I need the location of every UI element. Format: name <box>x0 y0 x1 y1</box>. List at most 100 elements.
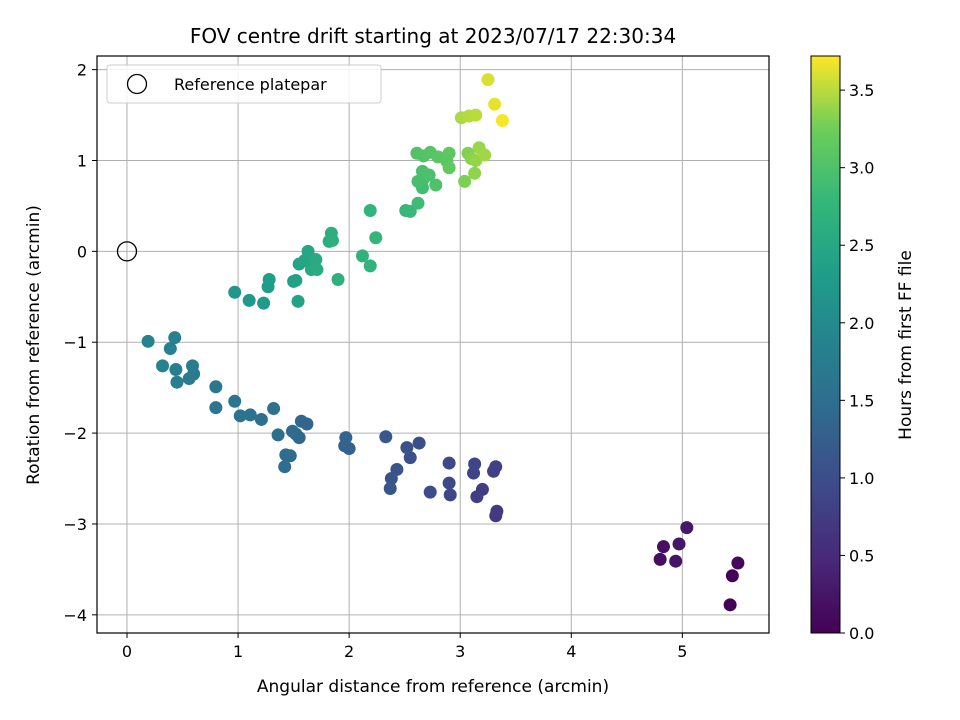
x-tick-label: 5 <box>677 642 687 661</box>
colorbar-ticks: 0.0 0.5 1.0 1.5 2.0 2.5 3.0 3.5 <box>840 81 874 643</box>
data-point <box>285 424 299 438</box>
legend-label: Reference platepar <box>174 75 327 94</box>
colorbar-tick-label: 1.0 <box>849 469 874 488</box>
data-point <box>478 148 492 162</box>
data-point <box>412 436 426 450</box>
data-point <box>168 331 182 345</box>
x-axis-label: Angular distance from reference (arcmin) <box>257 677 609 697</box>
data-point <box>723 598 737 612</box>
data-point <box>339 431 353 445</box>
data-point <box>156 359 170 373</box>
data-point <box>363 203 377 217</box>
data-point <box>442 161 456 175</box>
data-point <box>411 174 425 188</box>
y-tick-label: 1 <box>77 151 87 170</box>
colorbar-tick-label: 0.0 <box>849 624 874 643</box>
data-point <box>355 249 369 263</box>
data-point <box>294 414 308 428</box>
colorbar-label: Hours from first FF file <box>896 250 916 440</box>
data-point <box>170 375 184 389</box>
colorbar-tick-label: 2.0 <box>849 314 874 333</box>
data-point <box>411 196 425 210</box>
y-tick-label: −2 <box>63 424 87 443</box>
data-point <box>653 552 667 566</box>
legend-box <box>106 64 382 104</box>
data-point <box>271 428 285 442</box>
data-point <box>442 146 456 160</box>
data-point <box>228 394 242 408</box>
data-point <box>669 554 683 568</box>
data-point <box>422 168 436 182</box>
colorbar-gradient <box>810 55 841 634</box>
y-tick-label: −4 <box>63 606 87 625</box>
data-point <box>228 285 242 299</box>
data-point <box>725 569 739 583</box>
data-point <box>400 441 414 455</box>
y-tick-label: 2 <box>77 61 87 80</box>
x-axis-ticks: 0 1 2 3 4 5 <box>122 633 687 661</box>
data-points <box>141 73 745 612</box>
data-point <box>310 263 324 277</box>
plot-frame <box>96 55 770 634</box>
data-point <box>254 412 268 426</box>
data-point <box>209 401 223 415</box>
data-point <box>331 273 345 287</box>
colorbar: 0.0 0.5 1.0 1.5 2.0 2.5 3.0 3.5 Hours from firs… <box>810 55 916 643</box>
data-point <box>141 334 155 348</box>
data-point <box>267 402 281 416</box>
y-tick-label: −3 <box>63 515 87 534</box>
data-point <box>490 504 504 518</box>
x-tick-label: 4 <box>566 642 576 661</box>
chart-title: FOV centre drift starting at 2023/07/17 … <box>190 24 676 48</box>
reference-platepar-marker <box>116 241 138 262</box>
data-point <box>656 540 670 554</box>
data-point <box>495 114 509 128</box>
y-tick-label: 0 <box>77 242 87 261</box>
reference-marker <box>116 241 138 262</box>
data-point <box>468 166 482 180</box>
data-point <box>242 293 256 307</box>
data-point <box>363 259 377 273</box>
y-tick-label: −1 <box>63 333 87 352</box>
data-point <box>301 244 315 258</box>
colorbar-tick-label: 2.5 <box>849 236 874 255</box>
colorbar-tick-label: 3.0 <box>849 159 874 178</box>
data-point <box>369 231 383 245</box>
data-point <box>163 342 177 356</box>
data-point <box>488 97 502 111</box>
data-point <box>257 296 271 310</box>
data-point <box>169 362 183 376</box>
data-point <box>672 537 686 551</box>
data-point <box>468 457 482 471</box>
colorbar-tick-label: 0.5 <box>849 546 874 565</box>
grid-lines <box>97 56 769 633</box>
data-point <box>429 178 443 192</box>
data-point <box>379 430 393 444</box>
data-point <box>182 372 196 386</box>
data-point <box>680 521 694 535</box>
data-point <box>442 476 456 490</box>
x-tick-label: 2 <box>344 642 354 661</box>
data-point <box>731 556 745 570</box>
colorbar-tick-label: 3.5 <box>849 81 874 100</box>
data-point <box>481 73 495 87</box>
x-tick-label: 1 <box>233 642 243 661</box>
data-point <box>262 273 276 287</box>
data-point <box>279 448 293 462</box>
legend: Reference platepar <box>106 64 382 104</box>
data-point <box>233 409 247 423</box>
x-tick-label: 0 <box>122 642 132 661</box>
data-point <box>458 174 472 188</box>
data-point <box>443 488 457 502</box>
data-point <box>186 359 200 373</box>
data-point <box>442 456 456 470</box>
data-point <box>470 490 484 504</box>
data-point <box>243 408 257 422</box>
x-tick-label: 3 <box>455 642 465 661</box>
data-point <box>383 482 397 496</box>
y-axis-label: Rotation from reference (arcmin) <box>24 205 44 485</box>
legend-marker <box>126 73 148 95</box>
y-axis-ticks: −4 −3 −2 −1 0 1 2 <box>63 61 97 625</box>
data-point <box>423 485 437 499</box>
